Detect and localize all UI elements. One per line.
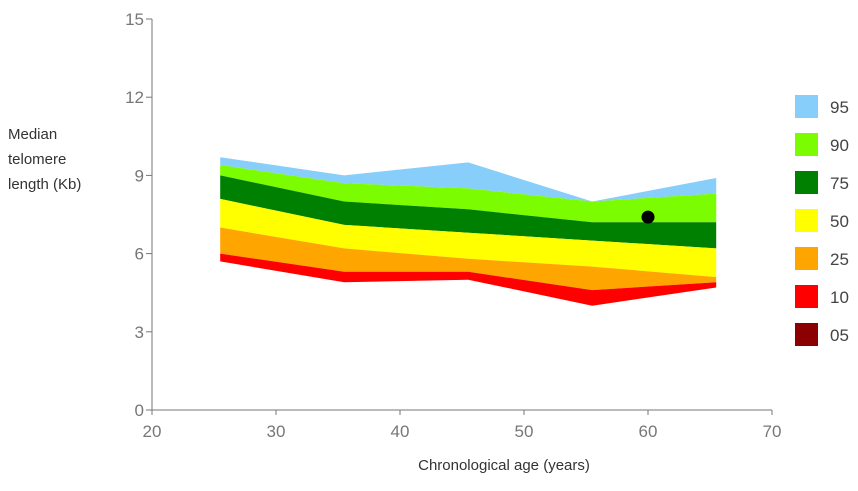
y-tick-label: 3 (135, 323, 144, 342)
legend-label-90: 90 (830, 136, 849, 155)
legend-label-10: 10 (830, 288, 849, 307)
x-tick-label: 70 (763, 422, 782, 441)
legend-swatch-10 (795, 285, 818, 308)
legend-swatch-75 (795, 171, 818, 194)
y-axis-label-line: telomere (8, 151, 67, 168)
x-tick-label: 30 (267, 422, 286, 441)
legend-label-25: 25 (830, 250, 849, 269)
legend-swatch-05 (795, 323, 818, 346)
x-tick-label: 50 (515, 422, 534, 441)
x-tick-label: 60 (639, 422, 658, 441)
band-95 (220, 157, 717, 202)
legend-label-95: 95 (830, 98, 849, 117)
legend: 95 90 75 50 25 10 05 (795, 95, 849, 346)
axes (146, 18, 773, 415)
x-axis-label: Chronological age (years) (418, 457, 590, 474)
y-tick-label: 12 (125, 88, 144, 107)
legend-swatch-95 (795, 95, 818, 118)
percentile-bands (220, 157, 717, 306)
y-tick-label: 0 (135, 401, 144, 420)
y-tick-label: 9 (135, 166, 144, 185)
y-tick-label: 6 (135, 245, 144, 264)
y-axis-label: Median telomere length (Kb) (8, 122, 118, 197)
legend-label-05: 05 (830, 326, 849, 345)
x-tick-label: 40 (391, 422, 410, 441)
data-point-marker (641, 210, 655, 224)
markers (641, 210, 655, 224)
y-axis-label-line: length (Kb) (8, 176, 82, 193)
legend-swatch-50 (795, 209, 818, 232)
x-tick-label: 20 (143, 422, 162, 441)
band-75 (220, 175, 717, 249)
band-25 (220, 227, 717, 291)
legend-label-50: 50 (830, 212, 849, 231)
band-10 (220, 253, 717, 306)
band-50 (220, 198, 717, 278)
y-axis-label-line: Median (8, 126, 58, 143)
legend-swatch-90 (795, 133, 818, 156)
tick-labels: 0 3 6 9 12 15 20 30 40 50 60 70 (125, 10, 781, 441)
legend-label-75: 75 (830, 174, 849, 193)
y-tick-label: 15 (125, 10, 144, 29)
band-90 (220, 165, 717, 223)
legend-swatch-25 (795, 247, 818, 270)
